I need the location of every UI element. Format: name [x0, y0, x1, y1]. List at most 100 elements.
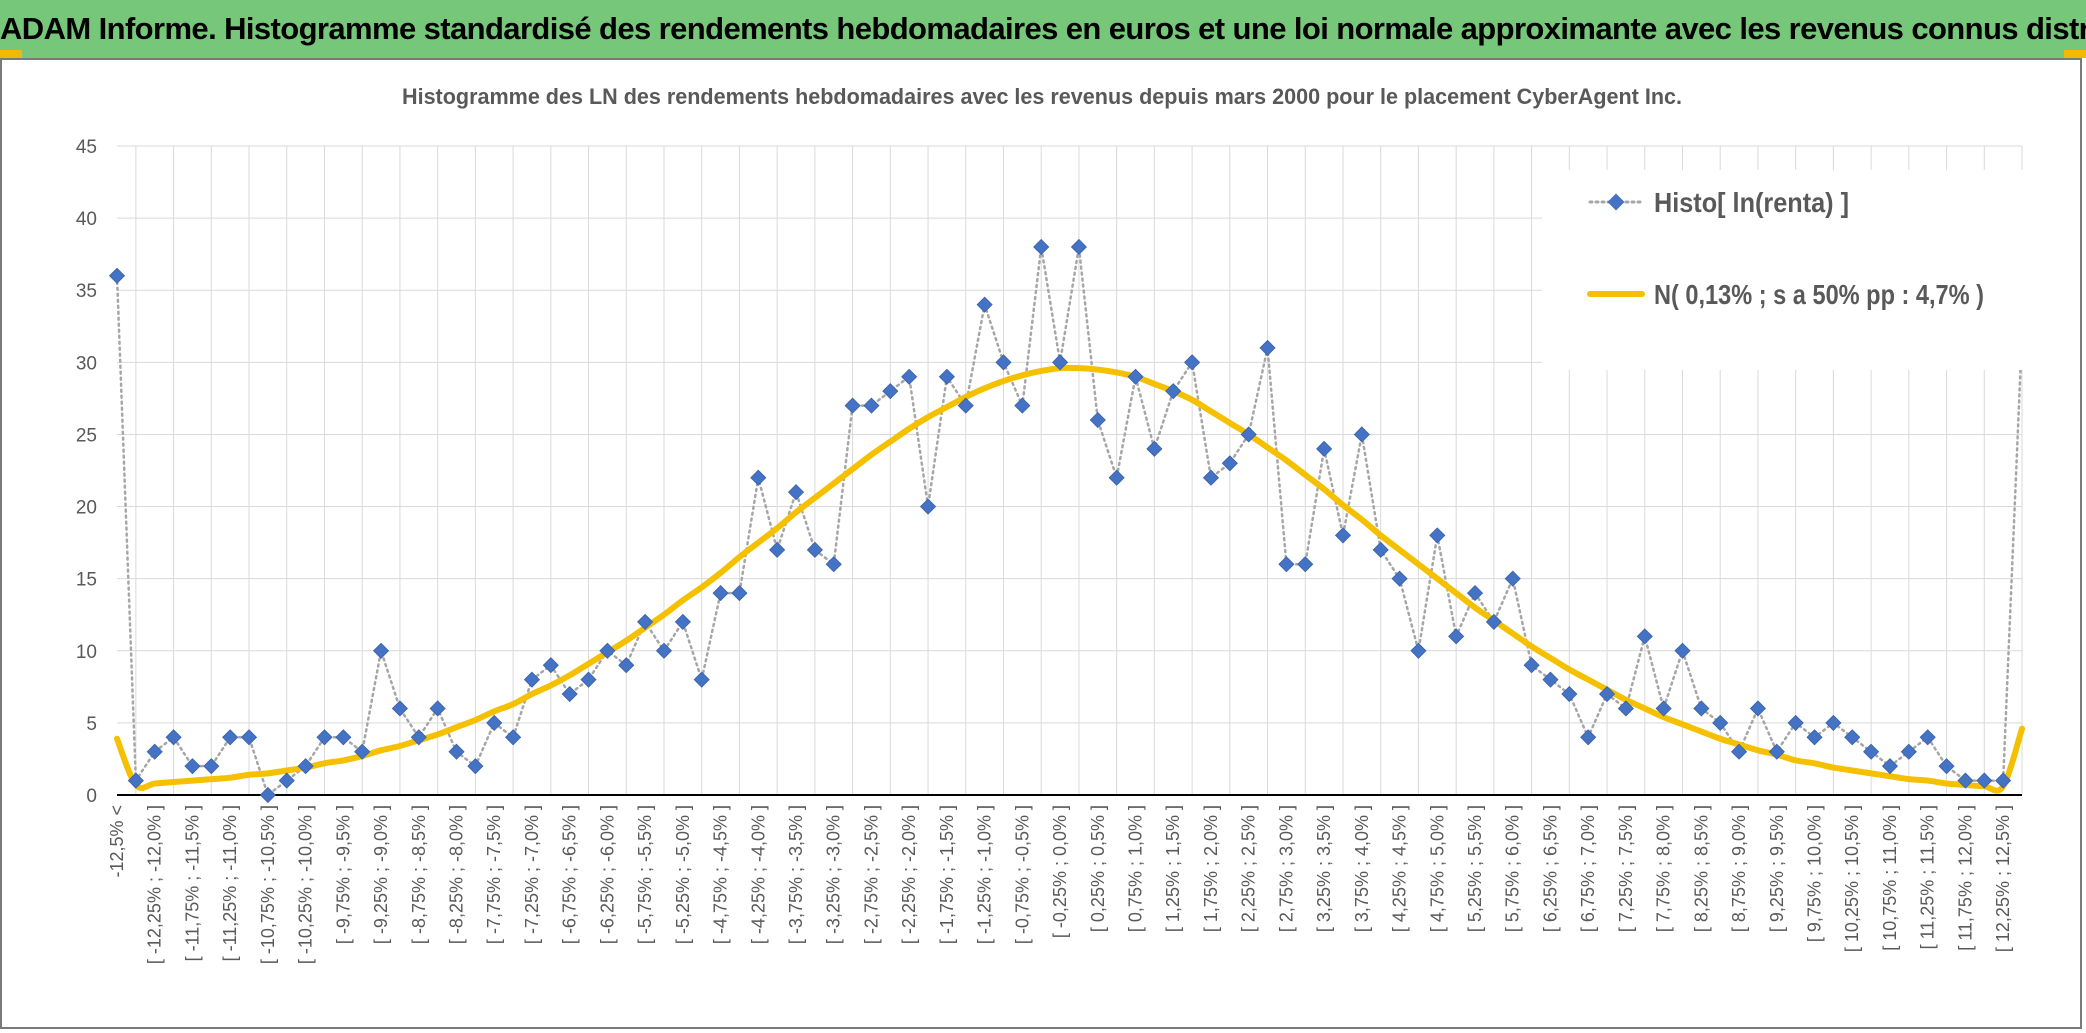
grid-lines [117, 145, 2023, 795]
histogram-point [1806, 729, 1823, 746]
histogram-point [448, 743, 465, 760]
histogram-point [1712, 714, 1729, 731]
histogram-point [1316, 440, 1333, 457]
legend-label-histogram: Histo[ ln(renta) ] [1654, 187, 1849, 218]
x-tick-label: [ -11,25% ; -11,0% ] [220, 805, 240, 961]
histogram-point [561, 685, 578, 703]
histogram-point [505, 729, 522, 746]
histogram-point [580, 671, 597, 688]
histogram-point [1504, 570, 1521, 587]
histogram-point [825, 556, 842, 573]
histogram-point [1052, 354, 1069, 371]
histogram-point [184, 758, 201, 775]
histogram-point [1900, 743, 1917, 760]
histogram-point [1070, 238, 1087, 256]
histogram-point [1485, 613, 1502, 630]
histogram-point [1391, 570, 1408, 587]
x-tick-label: [ -2,25% ; -2,0% ] [899, 805, 919, 944]
y-axis-ticks: 0 5 10 15 20 25 30 35 40 45 [76, 137, 97, 807]
x-tick-label: [ 1,25% ; 1,5% ] [1163, 805, 1183, 932]
histogram-point [165, 729, 182, 746]
histogram-point [1108, 469, 1125, 486]
histogram-point [1693, 700, 1710, 717]
histogram-point [486, 714, 503, 731]
histogram-point [222, 729, 239, 746]
histogram-point [410, 729, 427, 746]
histogram-point [655, 642, 673, 659]
histogram-point [1334, 527, 1352, 544]
y-tick-label: 25 [76, 425, 97, 446]
histogram-point [127, 772, 144, 789]
histogram-point [1787, 714, 1804, 731]
histogram-point [1768, 743, 1785, 760]
histogram-point [1297, 556, 1314, 573]
x-tick-label: [ -6,75% ; -6,5% ] [560, 805, 580, 944]
x-tick-label: [ 10,25% ; 10,5% ] [1842, 805, 1862, 952]
report-banner: ADAM Informe. Histogramme standardisé de… [0, 0, 2086, 61]
x-tick-label: [ -4,75% ; -4,5% ] [711, 805, 731, 944]
x-tick-label: [ -1,25% ; -1,0% ] [975, 805, 995, 944]
chart-frame: 0 5 10 15 20 25 30 35 40 45 -12,5% < [ -12,25% ; -… [0, 58, 2082, 1029]
x-tick-label: [ -3,25% ; -3,0% ] [824, 805, 844, 944]
histogram-point [1221, 455, 1238, 472]
histogram-point [240, 729, 258, 746]
histogram-point [1033, 238, 1050, 256]
histogram-point [674, 613, 691, 630]
x-tick-label: [ 12,25% ; 12,5% ] [1993, 805, 2013, 952]
histogram-point [938, 368, 955, 385]
histogram-point [787, 484, 805, 501]
histogram-point [1165, 383, 1182, 400]
histogram-point [1881, 758, 1899, 775]
histogram-point [1014, 397, 1031, 414]
histogram-point [297, 758, 314, 775]
histogram-point [1674, 642, 1691, 659]
histogram-point [995, 354, 1012, 371]
x-tick-label: [ -1,75% ; -1,5% ] [937, 805, 957, 944]
histogram-point [731, 585, 748, 602]
y-tick-label: 45 [76, 137, 97, 158]
histogram-point [354, 743, 371, 760]
histogram-point [203, 758, 220, 775]
x-tick-label: [ 9,25% ; 9,5% ] [1767, 805, 1787, 932]
histogram-point [863, 397, 880, 414]
histogram-point [1448, 628, 1465, 645]
chart-title: Histogramme des LN des rendements hebdom… [402, 84, 1682, 109]
histogram-point [108, 267, 126, 284]
x-tick-label: [ 4,75% ; 5,0% ] [1427, 805, 1447, 932]
histogram-point [372, 642, 390, 659]
x-tick-label: [ -7,25% ; -7,0% ] [522, 805, 542, 944]
histogram-point [335, 729, 352, 746]
histogram-point [146, 743, 163, 760]
histogram-point [1636, 628, 1653, 645]
histogram-point [1184, 354, 1201, 371]
x-tick-label: [ 4,25% ; 4,5% ] [1390, 805, 1410, 932]
histogram-point [1542, 671, 1559, 688]
histogram-point [1919, 729, 1936, 746]
histogram-point [1372, 541, 1389, 558]
histogram-point [1278, 556, 1295, 573]
report-title: ADAM Informe. Histogramme standardisé de… [0, 11, 2086, 46]
x-tick-label: [ 6,75% ; 7,0% ] [1578, 805, 1598, 932]
histogram-point [1995, 772, 2012, 789]
histogram-point [844, 397, 861, 414]
x-tick-label: [ 1,75% ; 2,0% ] [1201, 805, 1221, 932]
x-tick-label: [ -8,75% ; -8,5% ] [409, 805, 429, 944]
histogram-point [618, 657, 635, 674]
legend-histo-marker [1607, 193, 1625, 211]
y-tick-label: 0 [86, 786, 97, 807]
histogram-point [278, 772, 295, 789]
x-tick-label: [ -8,25% ; -8,0% ] [447, 805, 467, 944]
y-tick-label: 10 [76, 642, 97, 663]
histogram-point [1598, 685, 1616, 703]
histogram-point [1240, 426, 1257, 443]
histogram-point [976, 296, 993, 313]
histogram-point [1466, 585, 1484, 602]
x-tick-label: [ 2,25% ; 2,5% ] [1239, 805, 1259, 932]
y-tick-label: 5 [86, 714, 97, 735]
histogram-point [1844, 729, 1861, 746]
legend-box [1542, 170, 2032, 370]
x-tick-label: [ -0,75% ; -0,5% ] [1012, 805, 1032, 944]
histogram-point [637, 613, 654, 630]
x-tick-label: [ 0,25% ; 0,5% ] [1088, 805, 1108, 932]
histogram-point [523, 671, 541, 688]
